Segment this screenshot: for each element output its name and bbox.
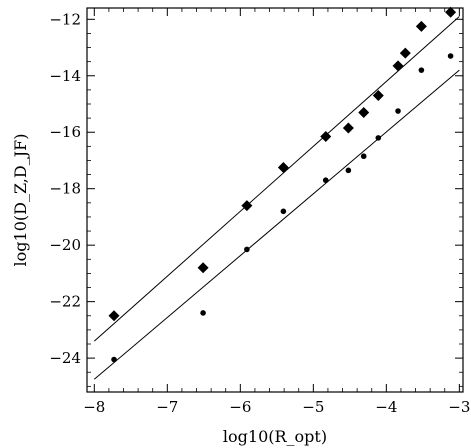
x-tick-label: −4 [375, 398, 397, 416]
dot-point [280, 208, 287, 215]
x-tick-label: −5 [302, 398, 324, 416]
y-axis-title: log10(D_Z,D_JF) [11, 134, 30, 267]
diamond-point [372, 90, 384, 102]
dot-point [200, 310, 206, 316]
dot-point [345, 167, 352, 174]
x-tick-label: −7 [156, 398, 178, 416]
y-tick-labels: −24 −22 −20 −18 −16 −14 −12 [49, 10, 81, 367]
dot-point [395, 108, 401, 114]
dot-point [322, 177, 329, 184]
dot-point [447, 53, 454, 59]
y-tick-label: −16 [49, 123, 81, 141]
y-tick-label: −22 [49, 293, 81, 311]
y-tick-label: −14 [49, 67, 81, 85]
diamond-point [108, 310, 120, 322]
x-tick-label: −3 [448, 398, 470, 416]
diamond-point [320, 130, 332, 142]
data-points [108, 6, 457, 363]
diamond-point [342, 122, 354, 134]
dot-point [360, 153, 367, 160]
y-tick-label: −24 [49, 349, 81, 367]
diamond-point [277, 162, 289, 174]
plot-frame [86, 7, 464, 393]
x-tick-labels: −8 −7 −6 −5 −4 −3 [83, 398, 470, 416]
axis-ticks [87, 8, 463, 392]
diamond-point [445, 6, 457, 18]
diamond-point [241, 200, 253, 212]
x-axis-title: log10(R_opt) [223, 427, 327, 446]
x-tick-label: −8 [83, 398, 105, 416]
x-tick-label: −6 [229, 398, 251, 416]
diamond-point [399, 47, 411, 59]
fit-line-lower [93, 69, 460, 380]
diamond-point [415, 20, 427, 32]
diamond-point [358, 106, 370, 118]
dot-point [244, 246, 250, 253]
y-tick-label: −12 [49, 10, 81, 28]
y-tick-label: −18 [49, 180, 81, 198]
diamond-point [197, 262, 209, 274]
dot-point [111, 356, 117, 363]
diamond-point [392, 60, 404, 72]
fit-lines [93, 16, 460, 380]
dot-point [375, 135, 382, 141]
dot-point [418, 67, 425, 73]
y-tick-label: −20 [49, 236, 81, 254]
fit-line-upper [93, 16, 460, 342]
